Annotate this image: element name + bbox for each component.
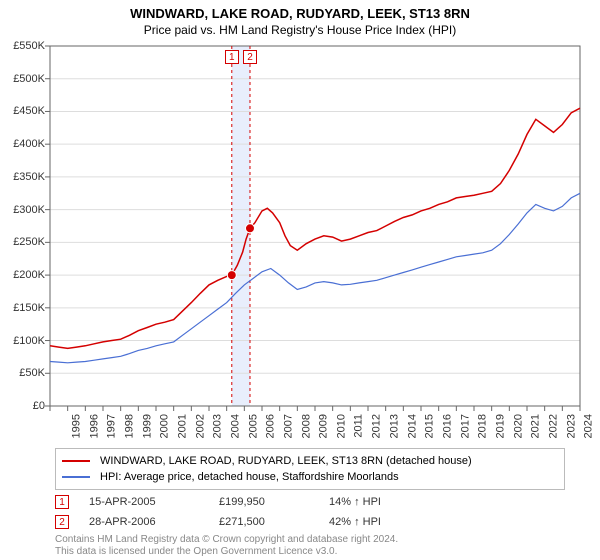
y-axis-tick-label: £100K — [13, 335, 45, 347]
x-axis-tick-label: 2010 — [335, 414, 347, 438]
x-axis-tick-label: 2007 — [282, 414, 294, 438]
y-axis-tick-label: £200K — [13, 269, 45, 281]
x-axis-tick-label: 2012 — [371, 414, 383, 438]
x-axis-tick-label: 2001 — [176, 414, 188, 438]
x-axis-tick-label: 2005 — [247, 414, 259, 438]
chart-subtitle: Price paid vs. HM Land Registry's House … — [0, 21, 600, 41]
y-axis-tick-label: £400K — [13, 138, 45, 150]
chart-title: WINDWARD, LAKE ROAD, RUDYARD, LEEK, ST13… — [0, 0, 600, 21]
x-axis-tick-label: 2009 — [318, 414, 330, 438]
event-marker-label: 2 — [243, 50, 257, 64]
event-marker-label: 1 — [225, 50, 239, 64]
chart-area: £0£50K£100K£150K£200K£250K£300K£350K£400… — [50, 46, 580, 406]
x-axis-tick-label: 2006 — [265, 414, 277, 438]
sales-table: 1 15-APR-2005£199,95014% ↑ HPI 2 28-APR-200… — [55, 492, 479, 532]
sale-price: £271,500 — [219, 516, 329, 528]
x-axis-tick-label: 1998 — [123, 414, 135, 438]
legend: WINDWARD, LAKE ROAD, RUDYARD, LEEK, ST13… — [55, 448, 565, 490]
chart-container: WINDWARD, LAKE ROAD, RUDYARD, LEEK, ST13… — [0, 0, 600, 560]
footer-line: Contains HM Land Registry data © Crown c… — [55, 534, 398, 546]
sale-date: 28-APR-2006 — [89, 516, 219, 528]
x-axis-tick-label: 2018 — [477, 414, 489, 438]
x-axis-tick-label: 2020 — [512, 414, 524, 438]
x-axis-tick-label: 2002 — [194, 414, 206, 438]
y-axis-tick-label: £450K — [13, 105, 45, 117]
legend-swatch — [62, 460, 90, 462]
legend-item-property: WINDWARD, LAKE ROAD, RUDYARD, LEEK, ST13… — [62, 453, 558, 469]
x-axis-tick-label: 2003 — [212, 414, 224, 438]
x-axis-tick-label: 1997 — [106, 414, 118, 438]
y-axis-tick-label: £0 — [33, 400, 45, 412]
y-axis-tick-label: £250K — [13, 236, 45, 248]
legend-label: WINDWARD, LAKE ROAD, RUDYARD, LEEK, ST13… — [100, 455, 472, 467]
x-axis-tick-label: 2021 — [530, 414, 542, 438]
x-axis-tick-label: 1995 — [70, 414, 82, 438]
x-axis-tick-label: 2022 — [547, 414, 559, 438]
attribution-footer: Contains HM Land Registry data © Crown c… — [55, 534, 398, 558]
footer-line: This data is licensed under the Open Gov… — [55, 546, 398, 558]
y-axis-tick-label: £350K — [13, 171, 45, 183]
y-axis-tick-label: £150K — [13, 302, 45, 314]
x-axis-tick-label: 2015 — [424, 414, 436, 438]
x-axis-tick-label: 2024 — [583, 414, 595, 438]
sale-marker: 2 — [55, 515, 69, 529]
x-axis-tick-label: 2017 — [459, 414, 471, 438]
x-axis-tick-label: 2004 — [229, 414, 241, 438]
x-axis-tick-label: 2019 — [494, 414, 506, 438]
y-axis-tick-label: £550K — [13, 40, 45, 52]
x-axis-tick-label: 2000 — [159, 414, 171, 438]
x-axis-tick-label: 1996 — [88, 414, 100, 438]
sale-hpi-diff: 42% ↑ HPI — [329, 516, 479, 528]
legend-label: HPI: Average price, detached house, Staf… — [100, 471, 399, 483]
sale-price: £199,950 — [219, 496, 329, 508]
x-axis-tick-label: 2013 — [388, 414, 400, 438]
y-axis-tick-label: £50K — [19, 367, 45, 379]
sale-marker: 1 — [55, 495, 69, 509]
y-axis-tick-label: £500K — [13, 73, 45, 85]
x-axis-tick-label: 2011 — [352, 414, 364, 438]
y-axis-tick-label: £300K — [13, 204, 45, 216]
x-axis-tick-label: 2008 — [300, 414, 312, 438]
legend-swatch — [62, 476, 90, 478]
x-axis-tick-label: 2014 — [406, 414, 418, 438]
x-axis-tick-label: 2016 — [441, 414, 453, 438]
sale-row: 1 15-APR-2005£199,95014% ↑ HPI — [55, 492, 479, 512]
legend-item-hpi: HPI: Average price, detached house, Staf… — [62, 469, 558, 485]
x-axis-tick-label: 2023 — [565, 414, 577, 438]
sale-date: 15-APR-2005 — [89, 496, 219, 508]
chart-svg — [50, 46, 580, 406]
x-axis-tick-label: 1999 — [141, 414, 153, 438]
sale-hpi-diff: 14% ↑ HPI — [329, 496, 479, 508]
sale-row: 2 28-APR-2006£271,50042% ↑ HPI — [55, 512, 479, 532]
